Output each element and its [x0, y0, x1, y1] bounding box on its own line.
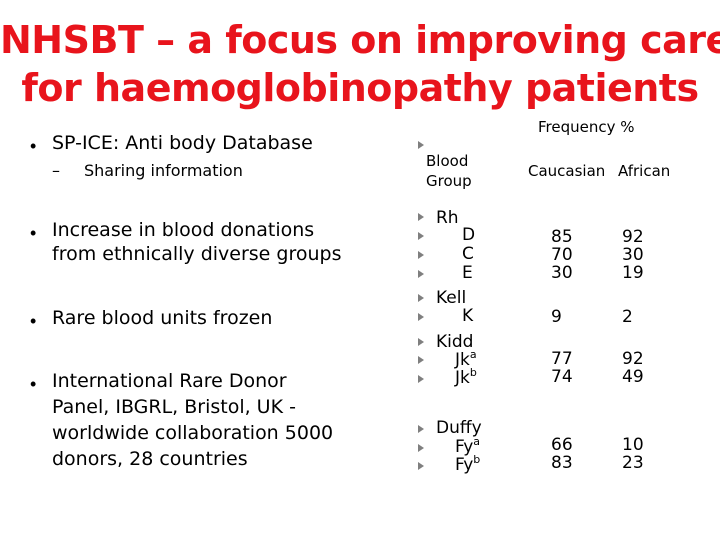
item-sharing-information: Sharing information [84, 161, 243, 180]
antigen-fya: Fya [455, 435, 481, 457]
sub-dash: – [52, 161, 60, 180]
item-rare-units-frozen: Rare blood units frozen [52, 307, 273, 329]
bullet-4: • [30, 374, 37, 394]
arrow-bullet-icon [418, 462, 424, 470]
kidd-african-jkb: 49 [622, 367, 644, 387]
item-blood-donations-line1: Increase in blood donations [52, 219, 315, 241]
bullet-2: • [30, 223, 37, 243]
group-kidd: Kidd [436, 332, 474, 352]
duffy-african-fya: 10 [622, 435, 644, 455]
rh-african-c: 30 [622, 245, 644, 265]
kidd-caucasian-jka: 77 [551, 349, 573, 369]
arrow-bullet-icon [418, 294, 424, 302]
rh-african-e: 19 [622, 263, 644, 283]
arrow-bullet-icon [418, 251, 424, 259]
title-line-2: for haemoglobinopathy patients [21, 66, 699, 110]
duffy-caucasian-fyb: 83 [551, 453, 573, 473]
antigen-jka: Jka [455, 348, 477, 370]
slide-title: NHSBT – a focus on improving care for ha… [0, 16, 720, 112]
rh-caucasian-e: 30 [551, 263, 573, 283]
duffy-african-fyb: 23 [622, 453, 644, 473]
arrow-bullet-icon [418, 338, 424, 346]
kell-caucasian: 9 [551, 307, 562, 327]
antigen-fyb: Fyb [455, 453, 481, 475]
rh-african-d: 92 [622, 227, 644, 247]
arrow-bullet-icon [418, 213, 424, 221]
bullet-3: • [30, 311, 37, 331]
item-antibody-database: SP-ICE: Anti body Database [52, 132, 313, 154]
blood-group-label-line1: Blood [426, 152, 469, 170]
arrow-bullet-icon [418, 313, 424, 321]
title-line-1: NHSBT – a focus on improving care [0, 18, 720, 62]
arrow-bullet-icon [418, 141, 424, 149]
group-rh: Rh [436, 208, 459, 228]
bullet-1: • [30, 136, 37, 156]
rh-caucasian-c: 70 [551, 245, 573, 265]
arrow-bullet-icon [418, 270, 424, 278]
antigen-e: E [462, 263, 473, 283]
duffy-caucasian-fya: 66 [551, 435, 573, 455]
antigen-fyb-sup: b [473, 453, 481, 466]
antigen-jka-label: Jk [455, 350, 470, 370]
antigen-fya-sup: a [473, 435, 481, 448]
item-blood-donations-line2: from ethnically diverse groups [52, 243, 342, 265]
antigen-k: K [462, 306, 474, 326]
kell-african: 2 [622, 307, 633, 327]
antigen-fya-label: Fy [455, 437, 474, 457]
arrow-bullet-icon [418, 356, 424, 364]
group-duffy: Duffy [436, 418, 482, 438]
antigen-jka-sup: a [469, 348, 477, 361]
item-rare-donor-line4: donors, 28 countries [52, 448, 248, 470]
item-rare-donor-line1: International Rare Donor [52, 370, 287, 392]
rh-caucasian-d: 85 [551, 227, 573, 247]
arrow-bullet-icon [418, 375, 424, 383]
kidd-caucasian-jkb: 74 [551, 367, 573, 387]
blood-group-label-line2: Group [426, 172, 472, 190]
antigen-jkb-label: Jk [455, 368, 470, 388]
group-kell: Kell [436, 288, 467, 308]
column-header-caucasian: Caucasian [528, 162, 606, 180]
arrow-bullet-icon [418, 232, 424, 240]
antigen-d: D [462, 225, 476, 245]
antigen-jkb: Jkb [455, 366, 477, 388]
antigen-jkb-sup: b [469, 366, 477, 379]
arrow-bullet-icon [418, 444, 424, 452]
item-rare-donor-line2: Panel, IBGRL, Bristol, UK - [52, 396, 296, 418]
antigen-fyb-label: Fy [455, 455, 474, 475]
frequency-header: Frequency % [538, 118, 635, 136]
item-rare-donor-line3: worldwide collaboration 5000 [52, 422, 334, 444]
kidd-african-jka: 92 [622, 349, 644, 369]
column-header-african: African [618, 162, 671, 180]
arrow-bullet-icon [418, 425, 424, 433]
antigen-c: C [462, 244, 474, 264]
